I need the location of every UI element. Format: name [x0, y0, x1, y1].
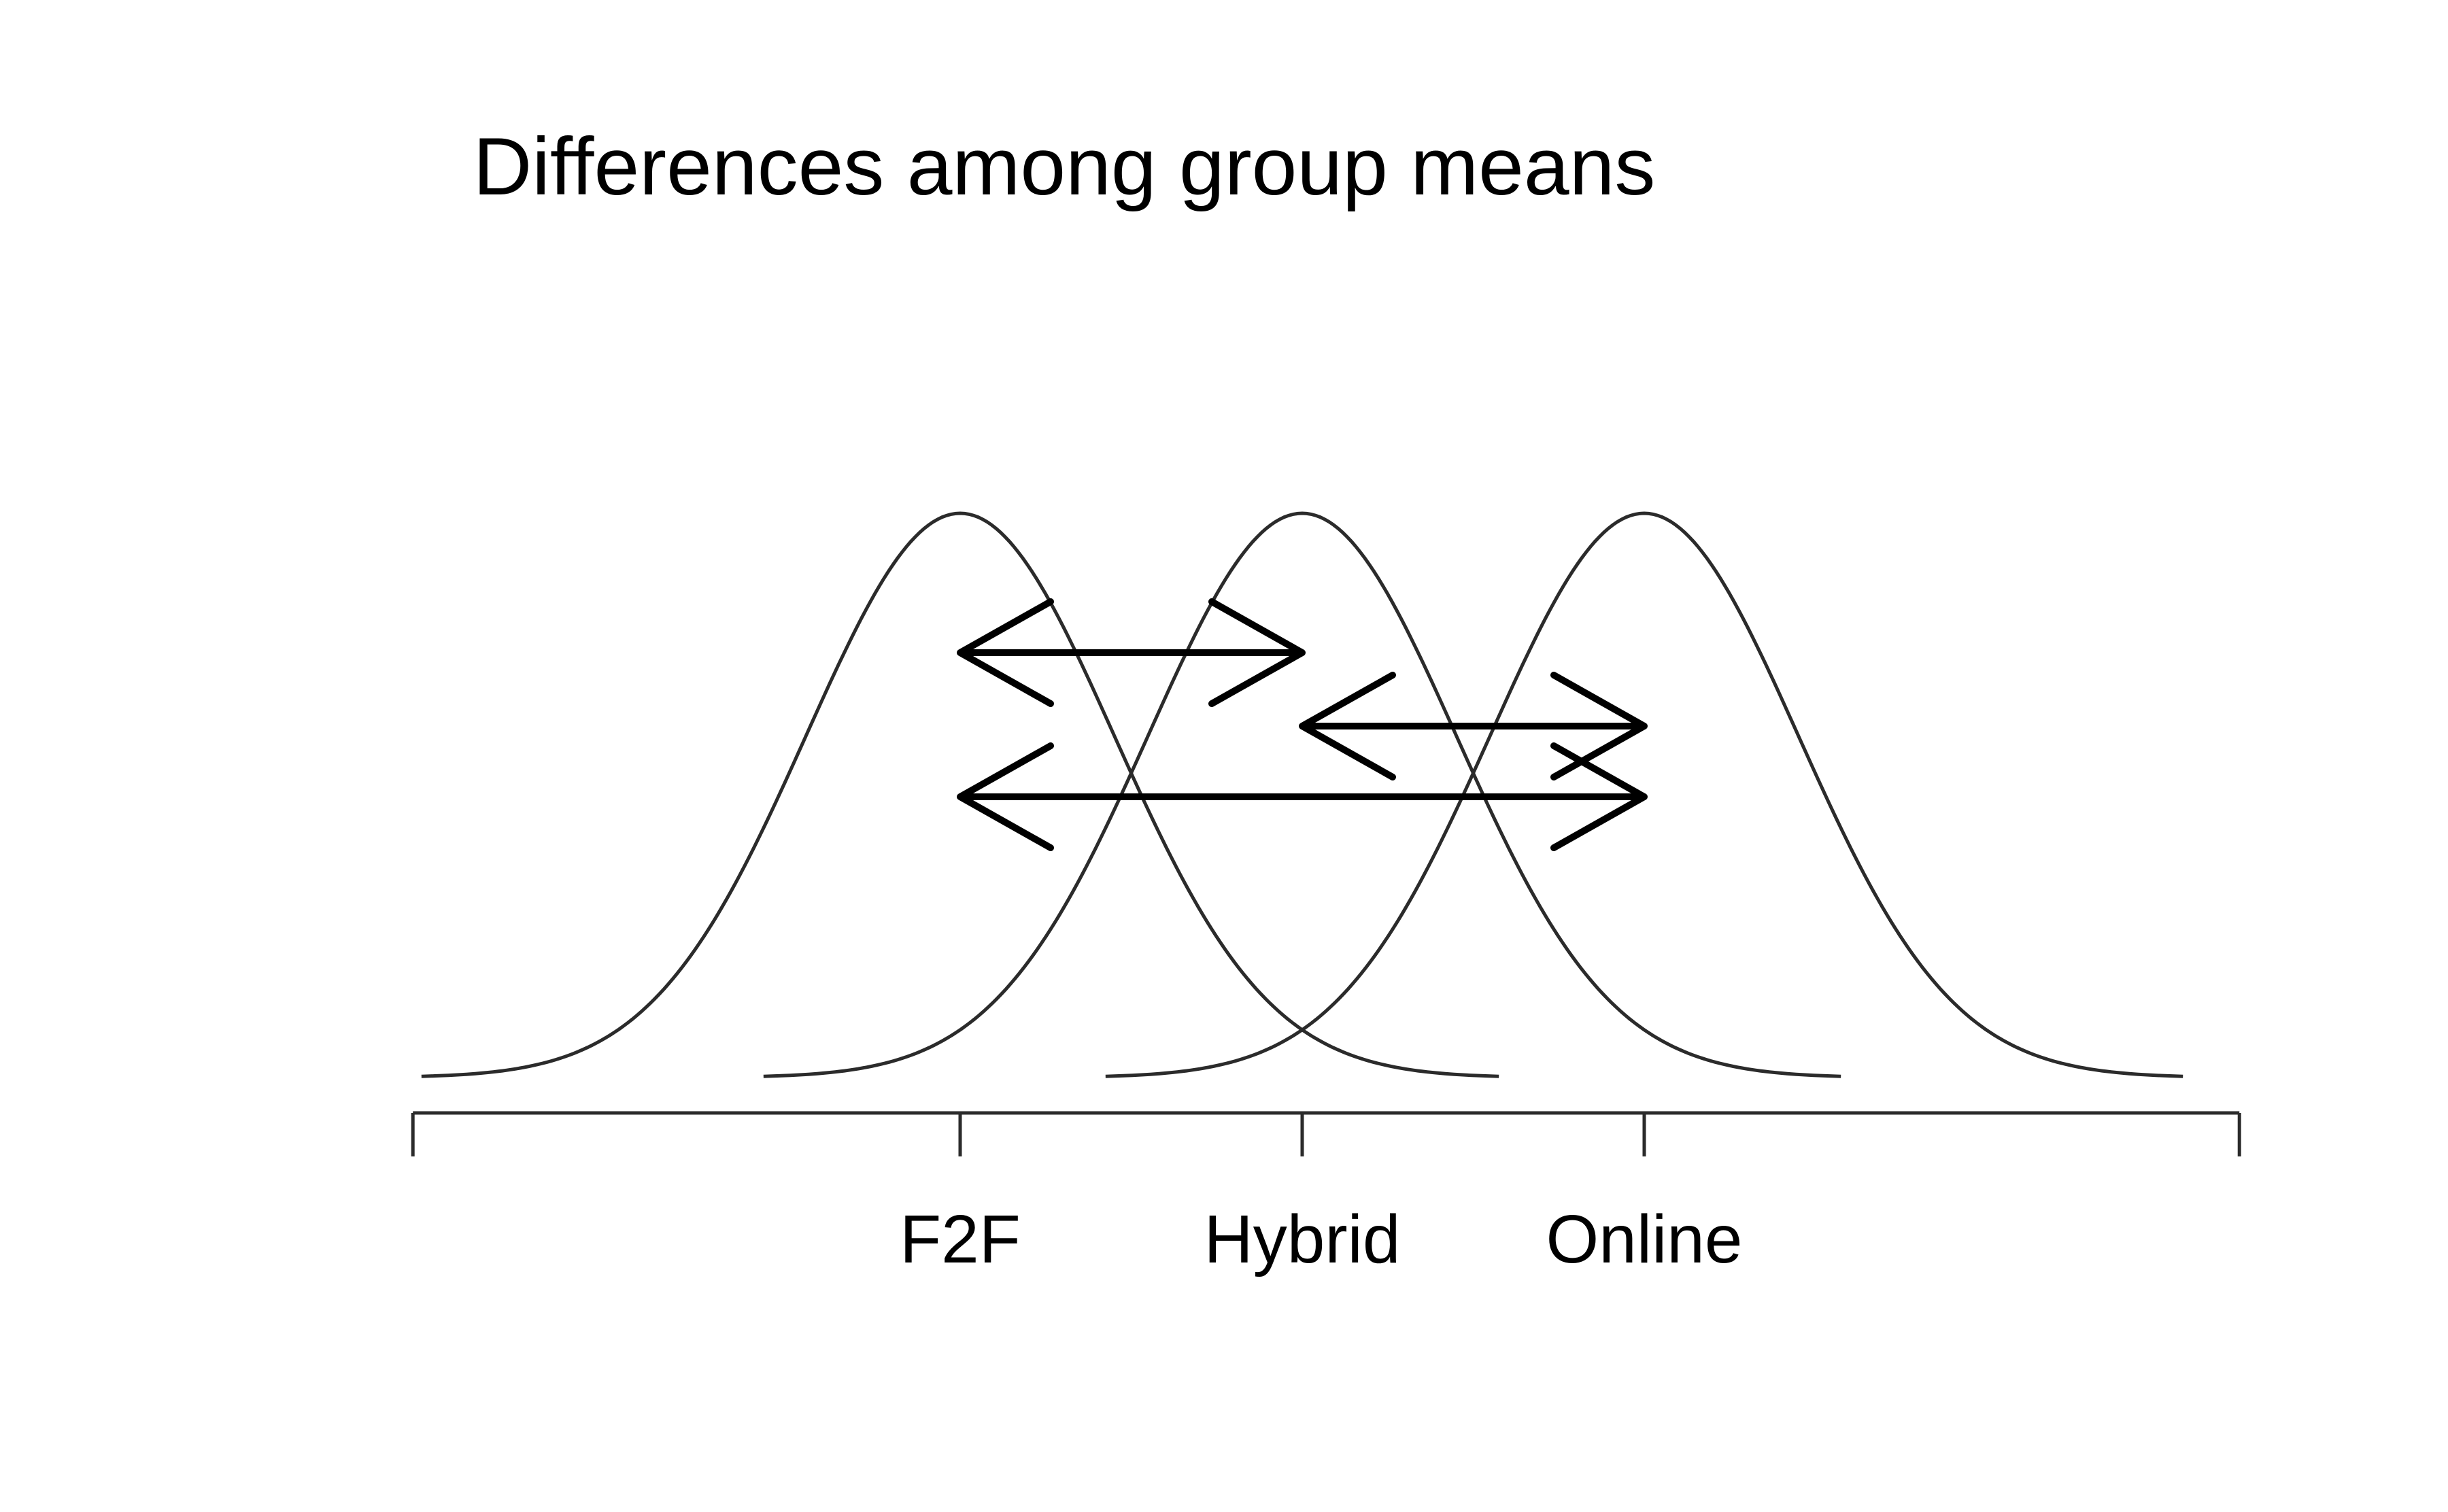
tick-label-online: Online [1546, 1201, 1742, 1277]
comparison-arrows [957, 598, 1648, 851]
comparison-arrow-f2f-hybrid [957, 598, 1306, 707]
tick-label-f2f: F2F [900, 1201, 1021, 1277]
density-curve-hybrid [763, 511, 1841, 1078]
comparison-arrow-hybrid-online [1299, 672, 1648, 780]
density-curves [421, 511, 2183, 1078]
comparison-arrow-f2f-online [957, 742, 1648, 851]
tick-label-hybrid: Hybrid [1204, 1201, 1401, 1277]
figure-title: Differences among group means [473, 121, 1656, 212]
density-curve-f2f [421, 511, 1499, 1078]
x-axis: F2F Hybrid Online [411, 1111, 2241, 1277]
density-curve-online [1105, 511, 2183, 1078]
